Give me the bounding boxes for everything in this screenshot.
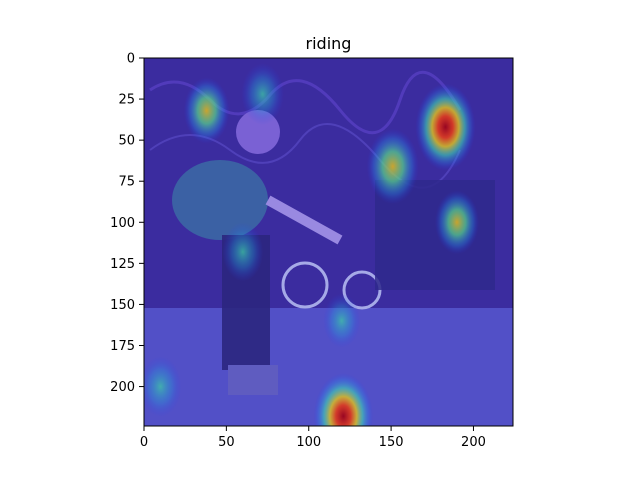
y-tick-label: 100 [110,216,135,231]
colormap-wash [144,58,513,426]
x-tick-label: 0 [140,435,148,450]
x-tick-label: 100 [296,435,321,450]
heat-hotspot [144,355,182,418]
y-tick-label: 75 [118,175,135,190]
heat-hotspot [322,293,361,349]
y-tick-label: 200 [110,380,135,395]
heat-hotspot [183,77,230,144]
skater-body [172,160,268,240]
x-tick-label: 50 [218,435,235,450]
heat-hotspot [241,63,284,125]
y-tick-label: 25 [118,93,135,108]
x-axis: 0 50 100 150 200 [140,426,486,450]
y-tick-label: 50 [118,134,135,149]
bike-wheel [281,261,329,309]
heat-hotspot [313,372,374,426]
heat-hotspots [144,63,479,426]
heat-hotspot [434,190,479,255]
heat-hotspot [222,222,264,282]
heat-hotspot [366,128,419,205]
axes-frame [143,57,514,427]
y-axis: 0 25 50 75 100 125 150 175 200 [110,52,144,395]
x-tick-label: 200 [461,435,486,450]
plot-area [144,58,513,426]
y-tick-label: 175 [110,339,135,354]
skater-arm [265,195,343,245]
chart-title: riding [306,34,352,53]
x-tick-label: 150 [379,435,404,450]
y-tick-label: 0 [127,52,135,67]
y-tick-label: 125 [110,257,135,272]
heat-hotspot [415,83,476,171]
y-tick-label: 150 [110,298,135,313]
skater-skates [228,365,278,395]
